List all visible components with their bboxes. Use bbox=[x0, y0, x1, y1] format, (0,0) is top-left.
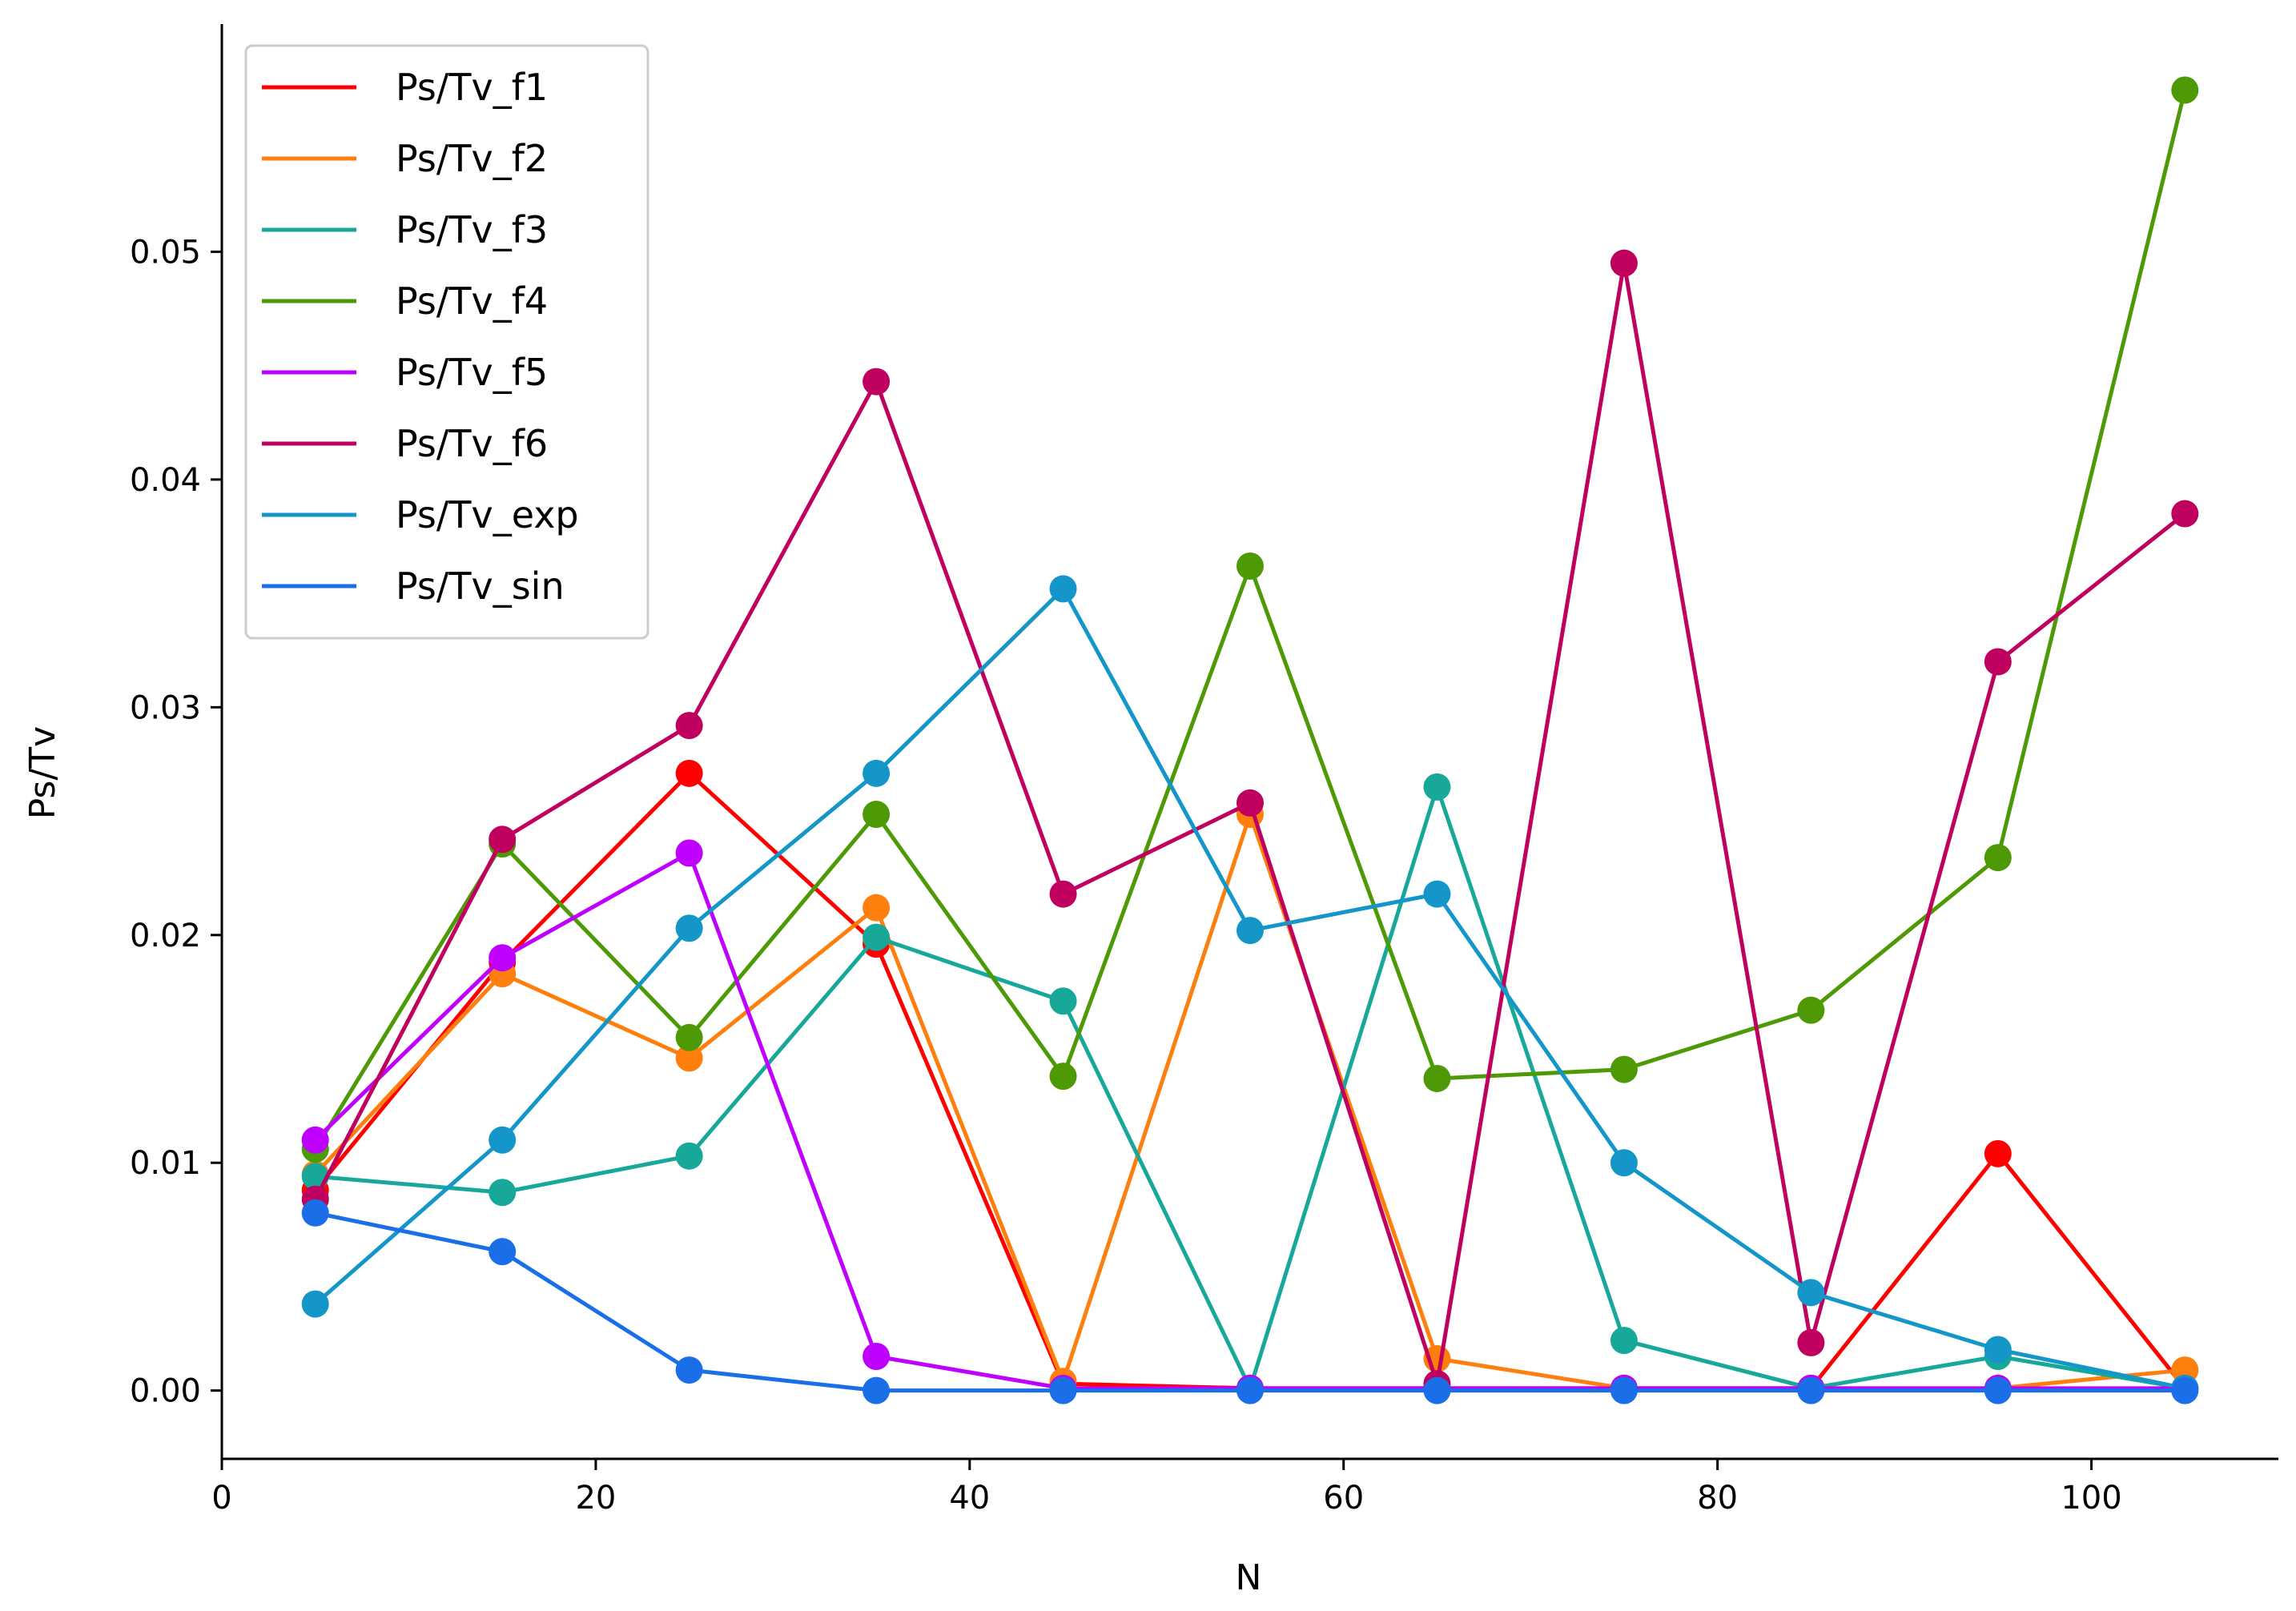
data-point bbox=[1049, 1063, 1077, 1091]
data-point bbox=[1423, 880, 1451, 908]
y-tick-label: 0.01 bbox=[130, 1145, 201, 1182]
data-point bbox=[2171, 76, 2199, 104]
data-point bbox=[2171, 1376, 2199, 1404]
y-tick-label: 0.00 bbox=[130, 1373, 201, 1410]
x-axis-title: N bbox=[1236, 1557, 1262, 1598]
legend-label: Ps/Tv_sin bbox=[396, 564, 565, 608]
x-tick-label: 20 bbox=[575, 1480, 616, 1517]
legend-label: Ps/Tv_f3 bbox=[396, 208, 548, 251]
data-point bbox=[1984, 1336, 2012, 1364]
legend-label: Ps/Tv_f2 bbox=[396, 137, 548, 180]
data-point bbox=[1049, 575, 1077, 603]
data-point bbox=[863, 801, 891, 829]
data-point bbox=[301, 1290, 329, 1318]
y-tick-label: 0.03 bbox=[130, 689, 201, 726]
data-point bbox=[1797, 1279, 1825, 1307]
data-point bbox=[1610, 1149, 1638, 1177]
data-point bbox=[1984, 1376, 2012, 1404]
data-point bbox=[863, 368, 891, 396]
data-point bbox=[1984, 1139, 2012, 1167]
series-ps-tv-exp bbox=[301, 575, 2199, 1402]
series-line bbox=[313, 812, 2185, 1391]
data-point bbox=[1049, 880, 1077, 908]
data-point bbox=[675, 1356, 703, 1384]
data-point bbox=[1236, 917, 1264, 945]
legend-entry: Ps/Tv_f2 bbox=[262, 137, 548, 180]
data-point bbox=[675, 759, 703, 787]
legend: Ps/Tv_f1 Ps/Tv_f2 Ps/Tv_f3 Ps/Tv_f4 Ps/Tv_f5… bbox=[244, 44, 649, 640]
data-point bbox=[863, 923, 891, 951]
series-ps-tv-f2 bbox=[301, 801, 2199, 1402]
data-point bbox=[863, 1376, 891, 1404]
legend-entry: Ps/Tv_exp bbox=[262, 493, 579, 536]
data-point bbox=[1797, 1376, 1825, 1404]
data-point bbox=[1236, 552, 1264, 580]
y-tick-label: 0.04 bbox=[130, 462, 201, 499]
series-layer bbox=[301, 76, 2199, 1404]
data-point bbox=[675, 712, 703, 740]
data-point bbox=[489, 826, 517, 854]
data-point bbox=[489, 1126, 517, 1154]
series-ps-tv-f6 bbox=[301, 249, 2199, 1398]
data-point bbox=[1049, 987, 1077, 1015]
data-point bbox=[1236, 789, 1264, 817]
data-point bbox=[1423, 1064, 1451, 1092]
legend-entry: Ps/Tv_f6 bbox=[262, 422, 548, 465]
data-point bbox=[489, 1179, 517, 1207]
series-ps-tv-f3 bbox=[301, 773, 2199, 1402]
data-point bbox=[1984, 648, 2012, 676]
data-point bbox=[863, 1343, 891, 1370]
data-point bbox=[1049, 1376, 1077, 1404]
series-line bbox=[315, 1211, 2185, 1393]
axes: 0 20 40 60 80 100 0.00 0.01 0.02 0.03 0.04 0.05 bbox=[130, 24, 2278, 1517]
legend-entry: Ps/Tv_sin bbox=[262, 564, 565, 608]
legend-label: Ps/Tv_f5 bbox=[396, 351, 548, 394]
y-axis-title: Ps/Tv bbox=[22, 726, 63, 819]
data-point bbox=[675, 914, 703, 942]
x-tick-label: 100 bbox=[2061, 1480, 2121, 1517]
data-point bbox=[1236, 1376, 1264, 1404]
data-point bbox=[1423, 1376, 1451, 1404]
data-point bbox=[675, 1044, 703, 1072]
data-point bbox=[1610, 249, 1638, 277]
data-point bbox=[489, 944, 517, 972]
series-line bbox=[315, 785, 2185, 1391]
legend-label: Ps/Tv_f4 bbox=[396, 279, 548, 323]
data-point bbox=[1984, 844, 2012, 872]
data-point bbox=[1610, 1327, 1638, 1355]
legend-entry: Ps/Tv_f3 bbox=[262, 208, 548, 251]
legend-entry: Ps/Tv_f1 bbox=[262, 66, 548, 109]
x-tick-label: 40 bbox=[949, 1480, 990, 1517]
legend-label: Ps/Tv_f1 bbox=[396, 66, 548, 109]
data-point bbox=[863, 759, 891, 787]
data-point bbox=[1797, 1328, 1825, 1356]
data-point bbox=[1423, 773, 1451, 801]
data-point bbox=[489, 1238, 517, 1266]
data-point bbox=[301, 1126, 329, 1154]
legend-label: Ps/Tv_f6 bbox=[396, 422, 548, 465]
series-ps-tv-sin bbox=[301, 1199, 2199, 1404]
x-tick-label: 60 bbox=[1323, 1480, 1364, 1517]
data-point bbox=[1610, 1055, 1638, 1083]
data-point bbox=[675, 839, 703, 867]
data-point bbox=[2171, 500, 2199, 528]
legend-entry: Ps/Tv_f4 bbox=[262, 279, 548, 323]
legend-entry: Ps/Tv_f5 bbox=[262, 351, 548, 394]
series-line bbox=[313, 771, 2187, 1391]
data-point bbox=[301, 1199, 329, 1227]
data-point bbox=[1610, 1376, 1638, 1404]
y-tick-label: 0.02 bbox=[130, 918, 201, 954]
x-tick-label: 80 bbox=[1697, 1480, 1738, 1517]
x-tick-label: 0 bbox=[211, 1480, 231, 1517]
data-point bbox=[1797, 996, 1825, 1024]
y-tick-label: 0.05 bbox=[130, 234, 201, 271]
data-point bbox=[675, 1023, 703, 1051]
data-point bbox=[675, 1142, 703, 1170]
data-point bbox=[863, 894, 891, 922]
legend-frame bbox=[244, 44, 649, 640]
legend-label: Ps/Tv_exp bbox=[396, 493, 579, 536]
